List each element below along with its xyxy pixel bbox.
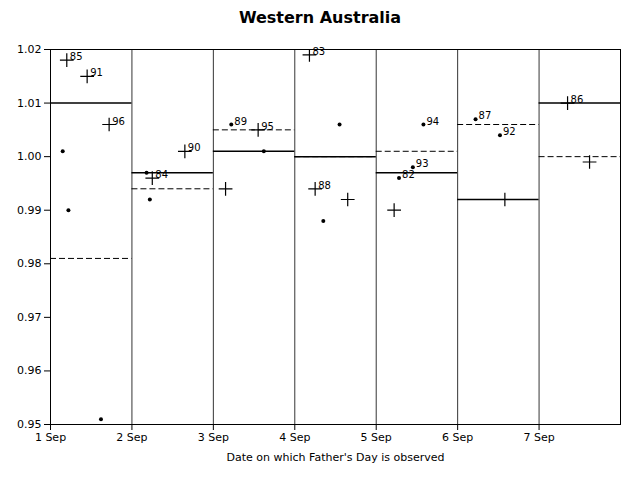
svg-text:3 Sep: 3 Sep [198,431,229,444]
svg-text:0.96: 0.96 [17,364,42,377]
svg-text:96: 96 [112,116,125,127]
svg-text:0.98: 0.98 [17,257,42,270]
svg-text:84: 84 [155,169,168,180]
svg-text:90: 90 [188,142,201,153]
svg-text:0.99: 0.99 [17,204,42,217]
svg-text:89: 89 [234,116,247,127]
svg-text:82: 82 [402,169,415,180]
svg-text:1 Sep: 1 Sep [35,431,66,444]
svg-text:91: 91 [90,67,103,78]
html-text:Western Australia: Western Australia [238,8,402,27]
svg-text:1.01: 1.01 [17,97,42,110]
svg-text:Date on which Father's Day is: Date on which Father's Day is observed [227,451,445,464]
svg-text:86: 86 [571,94,584,105]
svg-text:0.97: 0.97 [17,311,42,324]
svg-text:95: 95 [261,121,274,132]
svg-text:85: 85 [70,51,83,62]
svg-text:5 Sep: 5 Sep [361,431,392,444]
svg-text:1.00: 1.00 [17,150,42,163]
svg-text:4 Sep: 4 Sep [279,431,310,444]
svg-text:6 Sep: 6 Sep [442,431,473,444]
svg-text:2 Sep: 2 Sep [116,431,147,444]
svg-text:83: 83 [312,46,325,57]
svg-text:7 Sep: 7 Sep [523,431,554,444]
svg-text:1.02: 1.02 [17,43,42,56]
svg-text:87: 87 [479,110,492,121]
svg-text:92: 92 [503,126,516,137]
svg-text:0.95: 0.95 [17,418,42,431]
svg-text:93: 93 [416,158,429,169]
svg-text:94: 94 [426,116,439,127]
svg-text:88: 88 [318,180,331,191]
